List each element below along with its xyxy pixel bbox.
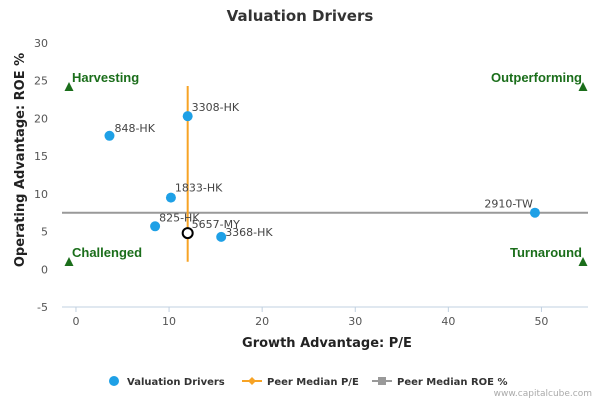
legend-marker-valuation-drivers: [109, 376, 119, 386]
legend-label-peer-median-roe: Peer Median ROE %: [397, 377, 508, 388]
y-tick-label: 20: [34, 112, 48, 125]
x-tick-label: 20: [255, 315, 269, 328]
data-point: [216, 231, 227, 242]
x-tick-label: 0: [72, 315, 79, 328]
y-tick-label: 15: [34, 150, 48, 163]
y-axis-title: Operating Advantage: ROE %: [13, 53, 28, 267]
x-tick-label: 30: [348, 315, 362, 328]
quadrant-harvesting-label: Harvesting: [72, 70, 139, 85]
x-tick-label: 10: [162, 315, 176, 328]
quadrant-challenged-label: Challenged: [72, 245, 142, 260]
quadrant-outperforming-marker: [578, 82, 588, 91]
data-point-label: 1833-HK: [175, 182, 223, 195]
data-point-label: 2910-TW: [484, 198, 533, 211]
credit-text: www.capitalcube.com: [494, 389, 592, 399]
median-lines: [62, 85, 588, 262]
y-tick-label: 25: [34, 75, 48, 88]
data-point: [150, 221, 161, 232]
data-point-highlight: [181, 227, 194, 240]
data-point-label: 848-HK: [114, 122, 155, 135]
data-point-label: 5657-MY: [192, 218, 240, 231]
data-points: 848-HK 3308-HK 1833-HK 825-HK5657-MY3368-HK…: [104, 101, 540, 242]
quadrant-markers: Harvesting Outperforming Challenged Turnaro…: [64, 70, 588, 266]
quadrant-outperforming-label: Outperforming: [491, 70, 582, 85]
y-tick-label: 10: [34, 188, 48, 201]
quadrant-challenged-marker: [64, 257, 74, 266]
legend-label-valuation-drivers: Valuation Drivers: [127, 377, 225, 388]
data-point-label: 825-HK: [159, 211, 200, 224]
quadrant-harvesting-marker: [64, 82, 74, 91]
data-point-label: 3368-HK: [225, 226, 273, 239]
x-axis-title: Growth Advantage: P/E: [242, 336, 412, 351]
legend-label-peer-median-pe: Peer Median P/E: [267, 377, 359, 388]
quadrant-turnaround-marker: [578, 257, 588, 266]
x-tick-label: 50: [534, 315, 548, 328]
data-point: [104, 130, 115, 141]
chart-title: Valuation Drivers: [227, 7, 374, 25]
y-tick-label: 0: [41, 263, 48, 276]
data-point: [529, 207, 540, 218]
legend-marker-peer-median-roe: [378, 377, 386, 385]
y-tick-label: 5: [41, 226, 48, 239]
y-axis-ticks: -5 0 5 10 15 20 25 30: [34, 37, 48, 314]
legend: Valuation Drivers Peer Median P/E Peer Med…: [109, 376, 508, 388]
data-point: [182, 111, 193, 122]
x-tick-label: 40: [441, 315, 455, 328]
legend-marker-peer-median-pe: [248, 377, 256, 385]
data-point-label: 3308-HK: [192, 101, 240, 114]
quadrant-turnaround-label: Turnaround: [510, 245, 582, 260]
y-tick-label: -5: [37, 301, 48, 314]
x-axis-ticks: 0 10 20 30 40 50: [72, 307, 548, 328]
y-tick-label: 30: [34, 37, 48, 50]
data-point: [165, 192, 176, 203]
